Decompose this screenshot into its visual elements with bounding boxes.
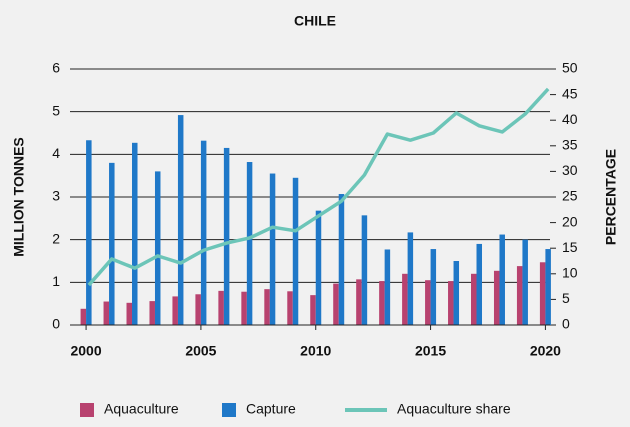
bar [269,173,276,325]
legend-swatch [80,403,94,417]
bar [126,302,133,325]
bar [172,296,178,325]
y2-tick-label: 35 [562,137,578,153]
bar [292,177,299,325]
bar [448,281,454,325]
y-tick-label: 6 [52,60,60,76]
bar [223,147,230,325]
y-tick-label: 5 [52,102,60,118]
bar [539,262,546,325]
bar [499,234,505,325]
bar [333,283,339,325]
x-tick-label: 2015 [415,343,446,359]
x-tick-label: 2020 [530,343,561,359]
bar [356,279,362,325]
y2-tick-label: 15 [562,239,578,255]
y2-tick-label: 25 [562,188,578,204]
y2-tick-label: 10 [562,265,578,281]
bar [287,291,293,325]
y2-tick-label: 0 [562,316,570,332]
bar [132,142,138,325]
bar [338,194,345,325]
bar [384,249,391,325]
bar [471,273,477,325]
y-tick-label: 4 [52,145,60,161]
bar [218,290,224,325]
legend-label: Capture [246,401,296,417]
bar [315,210,322,325]
bar [80,308,87,325]
bar [379,281,385,325]
bar [516,266,523,325]
y2-tick-label: 5 [562,290,570,306]
bar [430,249,437,325]
bar [195,294,201,325]
bar [86,140,92,325]
legend-label: Aquaculture [104,401,179,417]
bar [109,162,115,325]
y2-tick-label: 50 [562,60,578,76]
bar [407,232,414,325]
bar [200,140,207,325]
y2-axis-label: PERCENTAGE [603,149,619,245]
bar [103,301,110,325]
line [87,87,550,287]
legend-label: Aquaculture share [397,401,511,417]
chart-title: CHILE [294,13,336,29]
y-tick-label: 2 [52,230,60,246]
bar [310,295,316,325]
y2-tick-label: 30 [562,162,578,178]
bar [545,249,551,325]
bar [453,261,460,325]
y2-tick-label: 20 [562,213,578,229]
bar [522,239,528,325]
bar [476,243,483,325]
bar [177,115,184,325]
bar [149,301,155,325]
legend-swatch [222,403,236,417]
x-tick-label: 2000 [70,343,101,359]
y2-tick-label: 45 [562,85,578,101]
x-tick-label: 2010 [300,343,331,359]
bar [154,171,161,325]
bar [425,280,431,325]
y-tick-label: 1 [52,273,60,289]
bar [241,291,247,325]
x-tick-label: 2005 [185,343,216,359]
y-tick-label: 0 [52,316,60,332]
bar [402,273,408,325]
y2-tick-label: 40 [562,111,578,127]
y-tick-label: 3 [52,188,60,204]
bar [246,162,253,325]
bar [264,289,270,325]
bar [493,270,500,325]
y-axis-label: MILLION TONNES [11,137,27,257]
bar [361,215,368,325]
